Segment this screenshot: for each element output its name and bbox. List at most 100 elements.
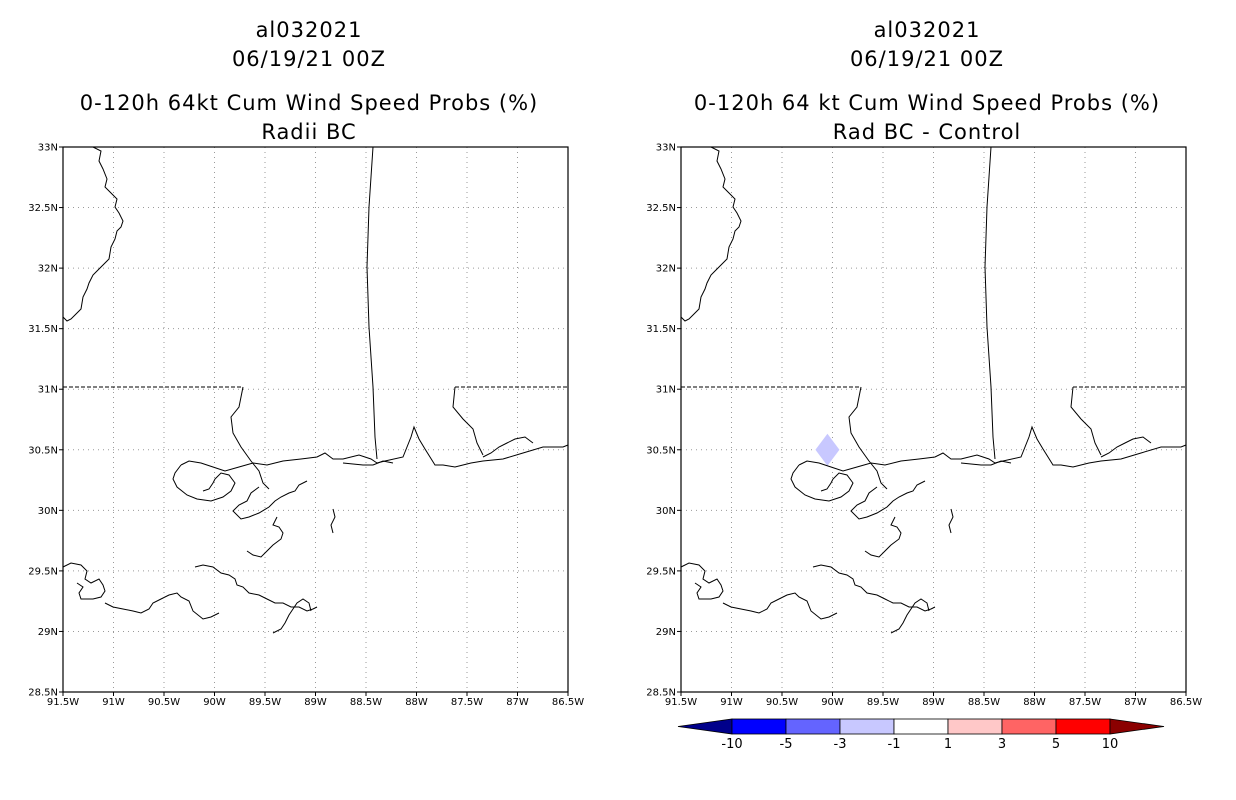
- lat-tick-label: 31.5N: [28, 324, 58, 335]
- lon-tick-label: 88W: [405, 697, 428, 708]
- colorbar-label: 1: [944, 737, 952, 752]
- coastline: [680, 562, 724, 600]
- lon-tick-label: 91W: [720, 697, 743, 708]
- lat-tick-label: 29N: [38, 627, 58, 638]
- lon-tick-label: 88W: [1023, 697, 1046, 708]
- coastline: [62, 562, 106, 600]
- map-frame: [62, 146, 569, 693]
- lon-tick-label: 86.5W: [552, 697, 584, 708]
- lat-tick-label: 32.5N: [28, 203, 58, 214]
- colorbar-label: 10: [1102, 737, 1119, 752]
- coastline: [890, 598, 930, 634]
- lat-tick-label: 28.5N: [28, 688, 58, 699]
- state-border: [848, 386, 888, 490]
- state-border: [452, 386, 484, 456]
- left-panel-title: al032021 06/19/21 00Z 0-120h 64kt Cum Wi…: [0, 16, 618, 147]
- lat-tick-label: 32N: [38, 264, 58, 275]
- lon-tick-label: 91W: [102, 697, 125, 708]
- coastline: [62, 146, 124, 322]
- right-product: 0-120h 64 kt Cum Wind Speed Probs (%): [693, 91, 1161, 115]
- coastline: [948, 508, 954, 534]
- lat-tick-label: 29.5N: [28, 566, 58, 577]
- lon-tick-label: 90.5W: [766, 697, 798, 708]
- right-subtitle: Rad BC - Control: [832, 120, 1022, 144]
- probability-anomaly-patch: [815, 433, 840, 466]
- coastline: [680, 146, 742, 322]
- lat-tick-label: 31.5N: [646, 324, 676, 335]
- left-map: 33N 32.5N 32N 31.5N 31N 30.5N 30N 29.5N 29N 28.5N…: [28, 143, 584, 709]
- lat-tick-label: 32.5N: [646, 203, 676, 214]
- colorbar-label: -10: [721, 737, 742, 752]
- state-border: [984, 146, 996, 460]
- right-panel-title: al032021 06/19/21 00Z 0-120h 64 kt Cum W…: [618, 16, 1236, 147]
- coastlines: [680, 146, 1187, 634]
- lon-tick-label: 91.5W: [47, 697, 79, 708]
- colorbar-label: -1: [888, 737, 901, 752]
- lat-tick-label: 33N: [38, 143, 58, 154]
- coastline: [104, 592, 220, 620]
- colorbar-segment: [1109, 718, 1165, 735]
- lon-tick-label: 88.5W: [350, 697, 382, 708]
- lat-tick-label: 29.5N: [646, 566, 676, 577]
- colorbar-label: -3: [834, 737, 847, 752]
- lon-tick-label: 87.5W: [451, 697, 483, 708]
- map-frame: [680, 146, 1187, 693]
- lon-tick-label: 89W: [304, 697, 327, 708]
- coastline: [1100, 436, 1152, 458]
- lat-tick-label: 32N: [656, 264, 676, 275]
- colorbar-segment: [1001, 718, 1057, 735]
- colorbar-label: 5: [1052, 737, 1060, 752]
- lon-tick-label: 90.5W: [148, 697, 180, 708]
- lon-tick-label: 86.5W: [1170, 697, 1202, 708]
- lat-tick-label: 33N: [656, 143, 676, 154]
- right-storm-id: al032021: [873, 18, 981, 42]
- lat-tick-label: 29N: [656, 627, 676, 638]
- coastline: [790, 464, 854, 502]
- colorbar-segment: [677, 718, 733, 735]
- lat-tick-label: 31N: [38, 385, 58, 396]
- gridlines: [681, 147, 1186, 692]
- colorbar-label: -5: [780, 737, 793, 752]
- lon-tick-label: 91.5W: [665, 697, 697, 708]
- coastline: [172, 464, 236, 502]
- right-map: 33N 32.5N 32N 31.5N 31N 30.5N 30N 29.5N 29N 28.5N…: [646, 143, 1202, 709]
- coastline: [272, 598, 312, 634]
- right-date: 06/19/21 00Z: [849, 47, 1005, 71]
- lon-tick-label: 90W: [821, 697, 844, 708]
- colorbar-segment: [947, 718, 1003, 735]
- left-storm-id: al032021: [255, 18, 363, 42]
- lon-tick-label: 89.5W: [249, 697, 281, 708]
- lon-tick-label: 90W: [203, 697, 226, 708]
- lon-tick-label: 87W: [506, 697, 529, 708]
- coastline: [812, 564, 936, 612]
- coastline: [482, 436, 534, 458]
- coastline: [722, 592, 838, 620]
- coastlines: [62, 146, 569, 634]
- colorbar-segment: [893, 718, 949, 735]
- colorbar-segment: [785, 718, 841, 735]
- gridlines: [63, 147, 568, 692]
- lon-tick-label: 87W: [1124, 697, 1147, 708]
- lat-tick-label: 30.5N: [646, 445, 676, 456]
- coastline: [850, 480, 926, 520]
- coastline: [194, 564, 318, 612]
- lon-tick-label: 88.5W: [968, 697, 1000, 708]
- lon-tick-label: 89W: [922, 697, 945, 708]
- state-border: [1070, 386, 1102, 456]
- left-product: 0-120h 64kt Cum Wind Speed Probs (%): [79, 91, 539, 115]
- state-border: [230, 386, 270, 490]
- colorbar-label: 3: [998, 737, 1006, 752]
- coastline: [330, 508, 336, 534]
- coastline: [232, 480, 308, 520]
- lon-tick-label: 89.5W: [867, 697, 899, 708]
- colorbar-segment: [839, 718, 895, 735]
- coastline: [960, 460, 1012, 466]
- lat-tick-label: 30N: [38, 506, 58, 517]
- colorbar-segment: [1055, 718, 1111, 735]
- left-subtitle: Radii BC: [261, 120, 357, 144]
- coastline: [342, 460, 394, 466]
- lon-tick-label: 87.5W: [1069, 697, 1101, 708]
- lat-tick-label: 31N: [656, 385, 676, 396]
- coastline: [864, 516, 902, 558]
